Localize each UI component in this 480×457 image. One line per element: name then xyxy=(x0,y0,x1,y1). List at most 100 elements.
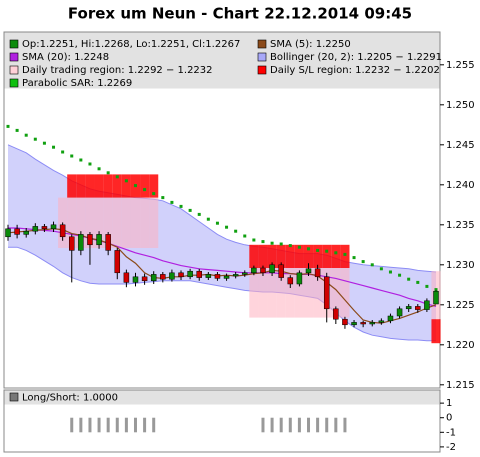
legend-swatch xyxy=(257,52,267,62)
sar-dot xyxy=(215,221,219,225)
legend-label: Bollinger (20, 2): 1.2205 − 1.2291 xyxy=(270,52,442,63)
bollinger-lower xyxy=(8,246,436,342)
sar-dot xyxy=(225,225,229,229)
y2-tick-label: 1 xyxy=(446,398,452,409)
sar-dot xyxy=(42,141,46,145)
sar-dot xyxy=(307,247,311,251)
sar-dot xyxy=(133,184,137,188)
sl-region xyxy=(303,244,314,268)
long-short-bar xyxy=(307,417,311,433)
candle-body xyxy=(59,224,66,238)
candle-body xyxy=(278,264,284,278)
long-short-bar xyxy=(70,417,74,433)
candle-body xyxy=(114,250,121,274)
sl-region xyxy=(112,174,122,198)
sar-dot xyxy=(361,260,365,264)
long-short-bar xyxy=(343,417,347,433)
long-short-bar xyxy=(288,417,292,433)
candle-body xyxy=(23,230,29,235)
y2-tick-label: -2 xyxy=(446,442,456,453)
candle-body xyxy=(141,276,148,282)
sl-region xyxy=(76,174,86,198)
sl-region xyxy=(94,174,104,198)
long-short-bar xyxy=(316,417,320,433)
sar-dot xyxy=(97,167,101,171)
trading-region xyxy=(285,268,295,318)
sar-dot xyxy=(52,145,56,149)
candle-body xyxy=(205,274,212,278)
sar-dot xyxy=(188,208,192,212)
sar-dot xyxy=(243,234,247,238)
chart-title: Forex um Neun - Chart 22.12.2014 09:45 xyxy=(68,5,412,23)
sl-region xyxy=(149,174,159,198)
long-short-bar xyxy=(143,417,147,433)
trading-region xyxy=(331,268,341,318)
legend-label: SMA (20): 1.2248 xyxy=(22,52,109,63)
legend-swatch xyxy=(257,39,267,49)
sar-dot xyxy=(316,248,320,252)
long-short-bar xyxy=(334,417,338,433)
sar-dot xyxy=(288,244,292,248)
candle-body xyxy=(160,274,166,280)
sl-region xyxy=(331,244,341,268)
sl-region xyxy=(340,244,350,268)
candle-body xyxy=(387,315,394,322)
sar-dot xyxy=(379,267,383,271)
sar-dot xyxy=(61,150,65,154)
y-tick-label: 1.235 xyxy=(446,220,475,231)
candle-body xyxy=(5,228,11,238)
candle-body xyxy=(68,236,75,251)
sar-dot xyxy=(124,179,128,183)
sl-region xyxy=(140,174,150,198)
trading-region xyxy=(76,197,86,248)
trading-region xyxy=(130,197,141,248)
sl-region xyxy=(431,319,441,344)
trading-region xyxy=(121,197,131,248)
sar-dot xyxy=(197,212,201,216)
long-short-bar xyxy=(152,417,156,433)
legend-label: Daily trading region: 1.2292 − 1.2232 xyxy=(22,65,213,76)
sar-dot xyxy=(70,154,74,158)
trading-region xyxy=(276,268,286,318)
candle-body xyxy=(314,268,321,278)
candle-body xyxy=(415,306,421,310)
sl-region xyxy=(322,244,332,268)
sl-region xyxy=(267,244,277,268)
sar-dot xyxy=(179,204,183,208)
trading-region xyxy=(267,268,277,318)
candle-body xyxy=(305,268,312,274)
sar-dot xyxy=(388,270,392,274)
sl-region xyxy=(285,244,295,268)
legend-label: Daily S/L region: 1.2232 − 1.2202 xyxy=(270,65,440,76)
candle-body xyxy=(260,267,266,274)
candle-body xyxy=(87,234,93,246)
sar-dot xyxy=(352,256,356,260)
sar-dot xyxy=(6,124,10,128)
trading-region xyxy=(249,268,259,318)
long-short-bar xyxy=(279,417,283,433)
legend-label: Parabolic SAR: 1.2269 xyxy=(22,78,132,89)
long-short-bar xyxy=(79,417,83,433)
trading-region xyxy=(149,197,159,248)
candle-body xyxy=(232,274,239,277)
y-tick-label: 1.240 xyxy=(446,180,475,191)
long-short-bar xyxy=(106,417,110,433)
legend-band xyxy=(4,32,440,89)
sl-region xyxy=(258,244,268,268)
y-tick-label: 1.245 xyxy=(446,140,475,151)
trading-region xyxy=(294,268,304,318)
y-tick-label: 1.230 xyxy=(446,260,475,271)
sar-dot xyxy=(161,196,165,200)
candle-body xyxy=(360,322,366,325)
candle-body xyxy=(424,300,430,310)
sar-dot xyxy=(434,288,438,292)
sar-dot xyxy=(325,249,329,253)
candle-body xyxy=(214,274,221,279)
sar-dot xyxy=(106,171,110,175)
y2-tick-label: -1 xyxy=(446,427,456,438)
sar-dot xyxy=(206,217,210,221)
sl-region xyxy=(276,244,286,268)
trading-region xyxy=(85,197,95,248)
long-short-bar xyxy=(270,417,274,433)
